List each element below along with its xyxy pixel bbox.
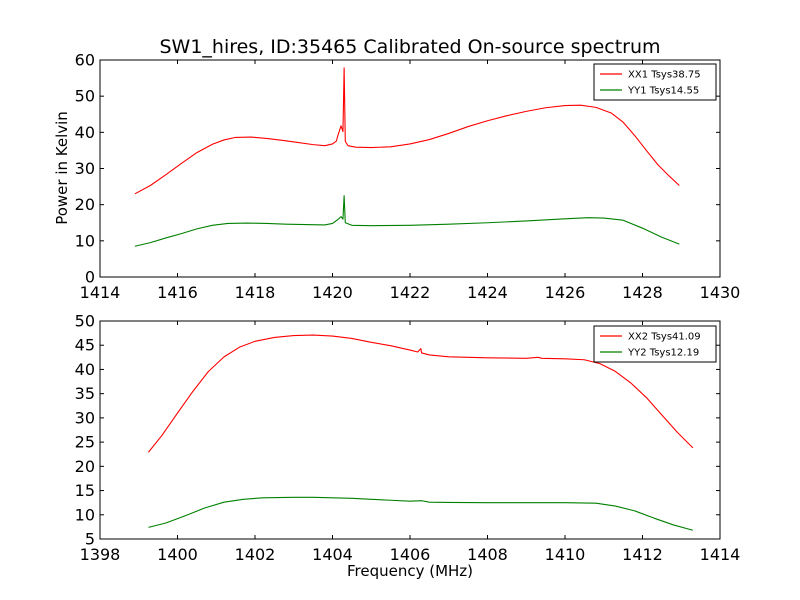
y-tick-label: 20 <box>75 457 95 476</box>
x-tick-label: 1400 <box>157 545 198 564</box>
y-tick-label: 10 <box>75 505 95 524</box>
x-tick-label: 1412 <box>622 545 663 564</box>
y-tick-label: 15 <box>75 481 95 500</box>
y-tick-label: 5 <box>85 530 95 549</box>
x-tick-label: 1408 <box>467 545 508 564</box>
x-tick-label: 1414 <box>700 545 741 564</box>
legend: XX2 Tsys41.09 YY2 Tsys12.19 <box>593 325 717 363</box>
legend-entry: XX1 Tsys38.75 <box>628 70 701 81</box>
x-tick-label: 1418 <box>235 283 276 302</box>
y-axis-label: Power in Kelvin <box>53 111 71 225</box>
y-tick-label: 25 <box>75 433 95 452</box>
x-tick-label: 1430 <box>700 283 741 302</box>
y-tick-label: 40 <box>75 123 95 142</box>
x-tick-label: 1422 <box>390 283 431 302</box>
y-tick-label: 40 <box>75 360 95 379</box>
figure-title: SW1_hires, ID:35465 Calibrated On-source… <box>159 36 660 58</box>
x-tick-label: 1428 <box>622 283 663 302</box>
series-line-xx <box>148 334 694 453</box>
y-tick-label: 50 <box>75 312 95 331</box>
x-tick-label: 1404 <box>312 545 353 564</box>
legend-entry: YY2 Tsys12.19 <box>627 348 699 359</box>
legend-box <box>593 63 717 101</box>
legend: XX1 Tsys38.75 YY1 Tsys14.55 <box>593 63 717 101</box>
x-tick-label: 1426 <box>545 283 586 302</box>
x-tick-label: 1406 <box>390 545 431 564</box>
x-tick-label: 1424 <box>467 283 508 302</box>
y-tick-label: 60 <box>75 51 95 70</box>
y-tick-label: 0 <box>85 268 95 287</box>
x-tick-label: 1416 <box>157 283 198 302</box>
y-tick-label: 50 <box>75 87 95 106</box>
y-tick-label: 45 <box>75 336 95 355</box>
legend-box <box>593 325 717 363</box>
legend-entry: YY1 Tsys14.55 <box>627 86 699 97</box>
y-tick-label: 20 <box>75 195 95 214</box>
x-axis-label: Frequency (MHz) <box>347 562 473 580</box>
y-tick-label: 10 <box>75 231 95 250</box>
y-tick-label: 30 <box>75 408 95 427</box>
series-line-yy <box>134 195 680 247</box>
series-line-xx <box>134 67 680 195</box>
legend-entry: XX2 Tsys41.09 <box>628 332 701 343</box>
x-tick-label: 1414 <box>80 283 121 302</box>
y-tick-label: 30 <box>75 159 95 178</box>
bottom-panel: 1398 1400 1402 1404 1406 1408 1410 1412 1414 5 10 1… <box>75 312 741 565</box>
top-panel: 1414 1416 1418 1420 1422 1424 1426 1428 1430 0 10 2… <box>75 51 741 303</box>
x-tick-label: 1402 <box>235 545 276 564</box>
x-tick-label: 1420 <box>312 283 353 302</box>
series-line-yy <box>148 496 694 531</box>
x-tick-label: 1398 <box>80 545 121 564</box>
y-tick-label: 35 <box>75 384 95 403</box>
x-tick-label: 1410 <box>545 545 586 564</box>
